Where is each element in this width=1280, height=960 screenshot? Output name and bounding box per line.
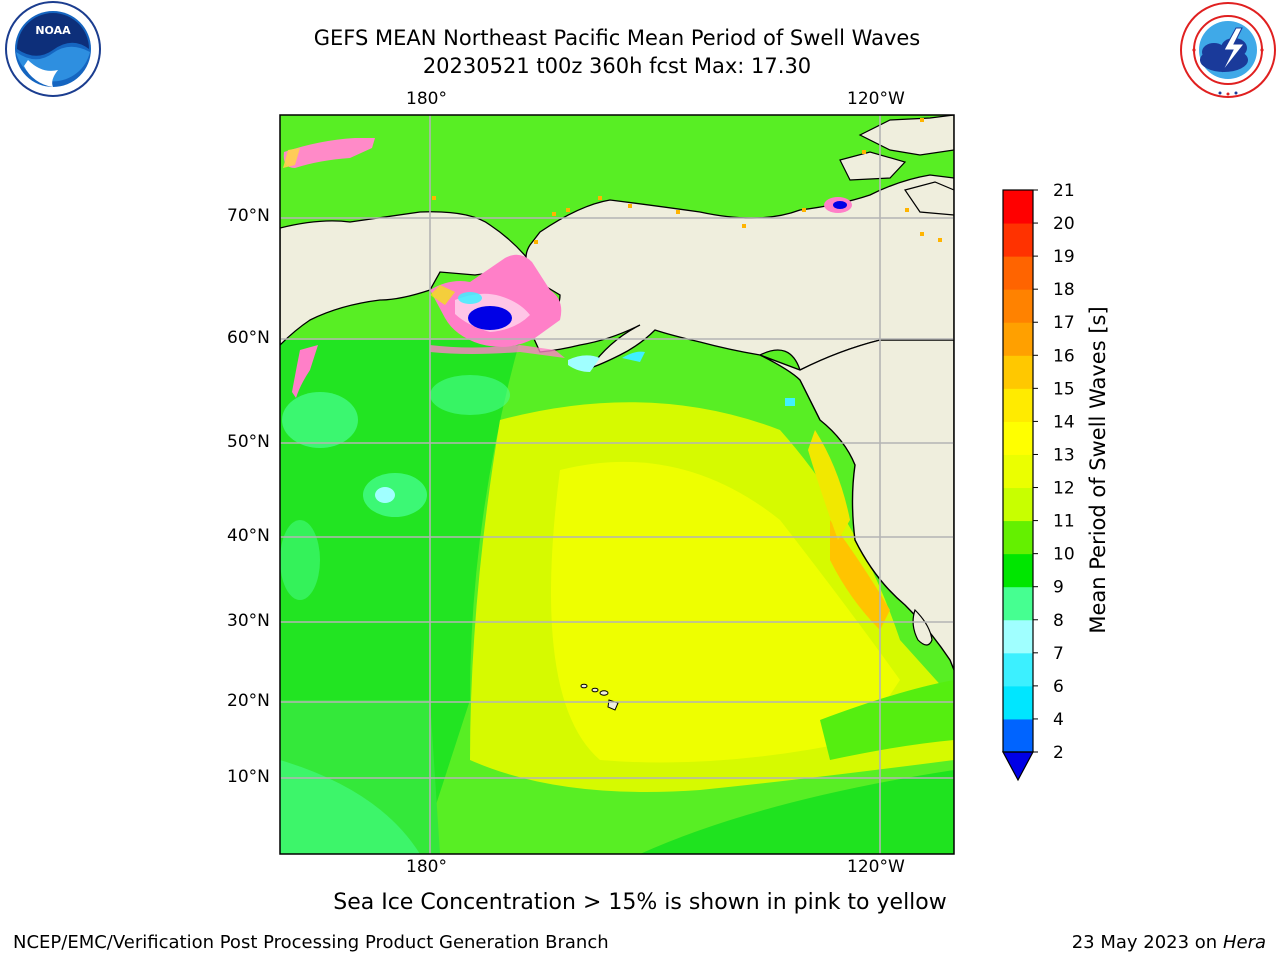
colorbar-segment <box>1003 454 1033 489</box>
colorbar-tick-label: 13 <box>1053 445 1075 465</box>
green-band-southeast <box>640 770 954 854</box>
teal-patch-3 <box>430 375 510 415</box>
lat-label-60n: 60°N <box>227 328 270 348</box>
colorbar-tick-label: 8 <box>1053 611 1064 631</box>
colorbar: 2 4 6 7 8 9 10 11 12 13 14 15 16 17 18 19 20 21 <box>1001 181 1075 782</box>
sea-ice-coastal-dots <box>432 118 942 244</box>
colorbar-under-extension <box>1001 751 1035 782</box>
low-period-coastal-patches <box>568 351 795 406</box>
land-arctic-island-3 <box>904 181 954 216</box>
lon-label-top-120w: 120°W <box>847 89 905 109</box>
colorbar-segment <box>1003 223 1033 257</box>
colorbar-segment <box>1003 289 1033 323</box>
colorbar-segment <box>1003 685 1033 720</box>
colorbar-tick-label: 20 <box>1053 214 1075 234</box>
colorbar-tick-label: 12 <box>1053 479 1075 499</box>
colorbar-segment <box>1003 256 1033 290</box>
sea-ice-arctic <box>283 138 852 213</box>
colorbar-tick-label: 7 <box>1053 644 1064 664</box>
colorbar-segment <box>1003 718 1033 753</box>
teal-patch-4 <box>280 520 320 600</box>
footer-machine: Hera <box>1222 932 1266 953</box>
colorbar-segment <box>1003 388 1033 422</box>
nws-seal-icon <box>1180 2 1276 98</box>
teal-patch-south <box>280 760 420 854</box>
graticule <box>280 115 954 854</box>
lat-label-70n: 70°N <box>227 206 270 226</box>
colorbar-tick-label: 14 <box>1053 412 1075 432</box>
footer-date: 23 May 2023 on Hera <box>1072 932 1266 953</box>
land-baja <box>912 608 933 646</box>
colorbar-tick-label: 15 <box>1053 379 1075 399</box>
map-title: GEFS MEAN Northeast Pacific Mean Period … <box>313 26 921 50</box>
colorbar-tick-label: 10 <box>1053 545 1075 565</box>
footer-credit: NCEP/EMC/Verification Post Processing Pr… <box>13 932 609 953</box>
lat-label-50n: 50°N <box>227 432 270 452</box>
colorbar-segment <box>1003 322 1033 356</box>
colorbar-segment <box>1003 652 1033 687</box>
colorbar-tick-label: 4 <box>1053 710 1064 730</box>
colorbar-tick-label: 17 <box>1053 313 1075 333</box>
sea-ice-bering <box>292 254 565 398</box>
green-band-east <box>820 680 954 760</box>
sea-ice-note: Sea Ice Concentration > 15% is shown in … <box>333 890 947 915</box>
footer-date-text: 23 May 2023 on <box>1071 932 1218 953</box>
colorbar-tick-label: 18 <box>1053 280 1075 300</box>
colorbar-tick-label: 19 <box>1053 247 1075 267</box>
lat-label-30n: 30°N <box>227 611 270 631</box>
colorbar-segment <box>1003 619 1033 654</box>
colorbar-segment <box>1003 553 1033 588</box>
land-north-america-west <box>759 339 954 671</box>
cyan-patch <box>375 487 395 503</box>
colorbar-tick-label: 9 <box>1053 578 1064 598</box>
colorbar-segment <box>1003 520 1033 555</box>
colorbar-segment <box>1003 421 1033 455</box>
colorbar-tick-label: 11 <box>1053 512 1075 532</box>
colorbar-tick-label: 2 <box>1053 743 1064 763</box>
map-subtitle: 20230521 t00z 360h fcst Max: 17.30 <box>422 54 812 78</box>
map-frame <box>279 114 955 855</box>
svg-text:NOAA: NOAA <box>35 24 71 37</box>
colorbar-tick-label: 21 <box>1053 181 1075 201</box>
lon-label-top-180: 180° <box>406 89 447 109</box>
lat-label-10n: 10°N <box>227 767 270 787</box>
lon-label-bottom-180: 180° <box>406 857 447 877</box>
teal-patch-1 <box>282 392 358 448</box>
colorbar-segment <box>1003 586 1033 621</box>
map-area <box>280 115 954 854</box>
colorbar-segment <box>1003 355 1033 389</box>
colorbar-frame <box>1002 189 1034 753</box>
colorbar-tick-label: 6 <box>1053 677 1064 697</box>
colorbar-label: Mean Period of Swell Waves [s] <box>1086 306 1110 634</box>
swell-area-coastal-yellow <box>808 430 850 540</box>
colorbar-tick-label: 16 <box>1053 346 1075 366</box>
colorbar-segment <box>1003 487 1033 522</box>
lat-label-20n: 20°N <box>227 691 270 711</box>
noaa-seal-icon: NOAA <box>5 1 101 97</box>
lon-label-bottom-120w: 120°W <box>847 857 905 877</box>
lat-label-40n: 40°N <box>227 526 270 546</box>
swell-area-coastal-orange <box>830 520 890 630</box>
colorbar-segment <box>1003 190 1033 224</box>
land-arctic-island-1 <box>858 115 954 156</box>
